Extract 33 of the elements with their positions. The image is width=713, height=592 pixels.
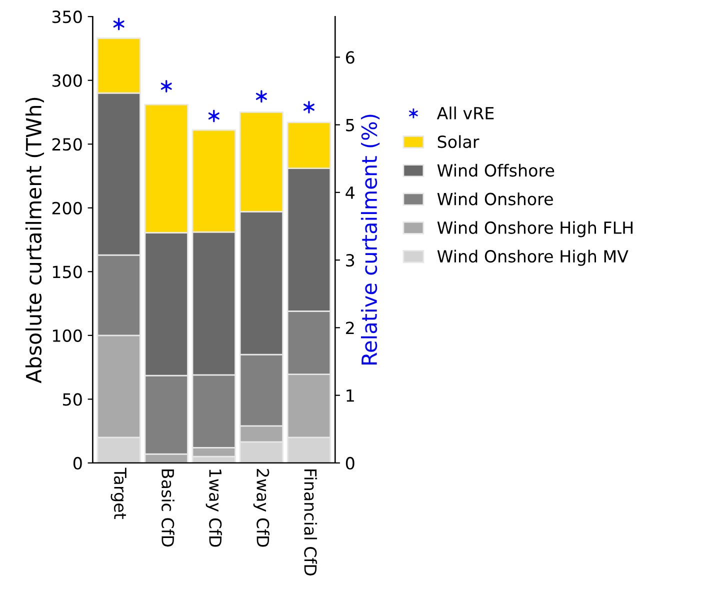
y-tick-label: 50 <box>63 393 82 406</box>
y2-axis-title: Relative curtailment (%) <box>360 114 380 364</box>
y-axis-title: Absolute curtailment (TWh) <box>25 98 44 384</box>
point <box>303 100 314 114</box>
point <box>160 80 172 92</box>
y2-tick-label: 6 <box>346 51 354 64</box>
y-tick-label: 350 <box>52 10 82 24</box>
y2-tick-label: 5 <box>346 118 354 132</box>
x-tick-label: 1way CfD <box>206 470 222 547</box>
legend-label: All vRE <box>436 106 494 120</box>
y-tick-label: 0 <box>73 456 82 470</box>
x-tick-label: Basic CfD <box>162 469 174 547</box>
legend-label: Wind Offshore <box>437 164 554 177</box>
legend-label: Wind Onshore High MV <box>437 250 628 266</box>
y-tick-label: 150 <box>52 266 82 278</box>
point <box>256 90 267 103</box>
legend-label: Wind Onshore <box>437 192 553 206</box>
y-tick-label: 250 <box>52 138 82 151</box>
point <box>208 110 220 122</box>
legend-label: Wind Onshore High FLH <box>437 221 632 238</box>
point <box>113 18 124 30</box>
y-tick-label: 200 <box>52 202 82 214</box>
y-tick-label: 300 <box>52 74 82 87</box>
x-tick-label: Financial CfD <box>304 469 318 576</box>
y2-tick-label: 4 <box>346 186 354 199</box>
y2-tick-label: 1 <box>346 389 354 402</box>
x-tick-label: Target <box>110 468 126 519</box>
legend-label: Solar <box>438 135 480 148</box>
y-tick-label: 100 <box>52 329 82 342</box>
x-tick-label: 2way CfD <box>253 469 270 547</box>
y2-tick-label: 0 <box>346 456 354 470</box>
y2-tick-label: 3 <box>346 254 354 267</box>
y2-tick-label: 2 <box>346 322 354 334</box>
